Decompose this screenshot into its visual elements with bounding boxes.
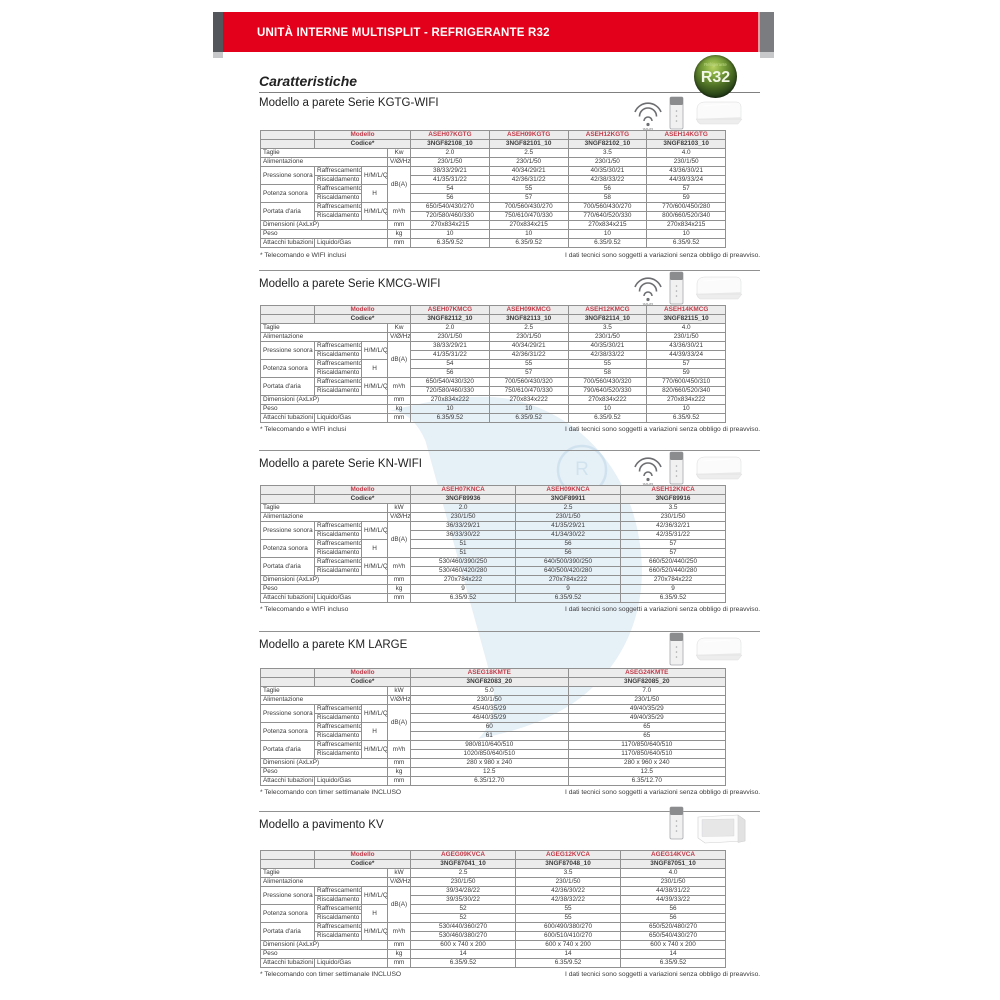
svg-text:R: R bbox=[575, 459, 589, 480]
